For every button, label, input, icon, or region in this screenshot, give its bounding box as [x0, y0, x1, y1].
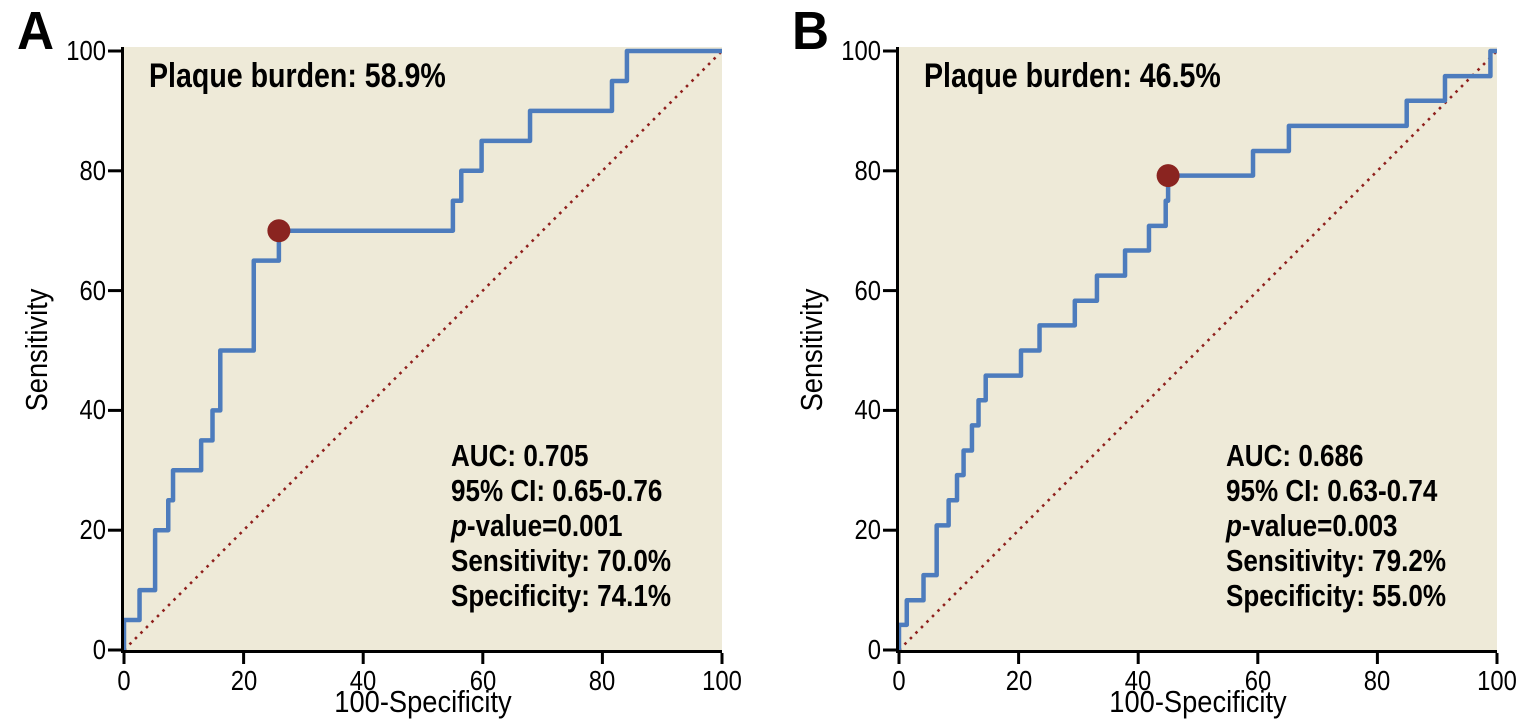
y-tick-label: 0 [92, 634, 106, 665]
roc-chart-a [108, 47, 724, 664]
roc-curve [896, 48, 1497, 650]
panel-letter-a: A [17, 1, 54, 61]
y-tick-label: 80 [79, 154, 106, 186]
stat-auc: AUC: 0.705 [451, 438, 589, 473]
stat-pvalue-italic-p: p [451, 508, 467, 543]
roc-curve [121, 48, 722, 650]
stat-pvalue-rest: -value=0.003 [1241, 508, 1398, 543]
stat-specificity: Specificity: 74.1% [451, 578, 672, 613]
stat-pvalue: p-value=0.003 [1226, 508, 1446, 543]
y-tick-label: 20 [854, 514, 881, 546]
y-axis-title: Sensitivity [19, 288, 54, 412]
y-tick-label: 80 [854, 154, 881, 186]
x-tick-label: 40 [349, 665, 377, 696]
roc-chart-b [883, 47, 1499, 664]
x-tick-label: 0 [117, 665, 131, 696]
stat-ci: 95% CI: 0.65-0.76 [451, 473, 663, 508]
roc-panel-b: B Sensitivity Plaque burden: 46.5% AUC: … [775, 0, 1535, 726]
x-tick-label: 20 [230, 665, 257, 696]
y-tick-label: 60 [854, 274, 881, 306]
y-tick-label: 40 [79, 394, 106, 426]
plot-title: Plaque burden: 46.5% [924, 57, 1221, 95]
chance-diagonal-line [123, 50, 723, 651]
x-axis-title: 100-Specificity [334, 684, 512, 719]
y-tick-label: 100 [66, 35, 106, 66]
stat-sensitivity: Sensitivity: 79.2% [1226, 543, 1447, 578]
x-tick-label: 80 [589, 665, 616, 696]
stats-annotation: AUC: 0.686 95% CI: 0.63-0.74 p-value=0.0… [1226, 438, 1446, 613]
x-tick-label: 100 [1477, 665, 1517, 696]
plot-area: Plaque burden: 46.5% AUC: 0.686 95% CI: … [841, 35, 1517, 696]
x-tick-label: 60 [1244, 665, 1272, 696]
stat-ci: 95% CI: 0.63-0.74 [1226, 473, 1438, 508]
y-tick-label: 20 [79, 514, 106, 546]
x-tick-label: 20 [1005, 665, 1032, 696]
optimal-cutoff-marker [267, 219, 291, 243]
stats-annotation: AUC: 0.705 95% CI: 0.65-0.76 p-value=0.0… [451, 438, 671, 613]
stat-specificity: Specificity: 55.0% [1226, 578, 1447, 613]
plot-area: Plaque burden: 58.9% AUC: 0.705 95% CI: … [66, 35, 742, 696]
chance-diagonal-line [898, 50, 1498, 651]
plot-title: Plaque burden: 58.9% [149, 57, 446, 95]
stat-pvalue-italic-p: p [1226, 508, 1242, 543]
x-tick-label: 80 [1364, 665, 1391, 696]
stat-sensitivity: Sensitivity: 70.0% [451, 543, 672, 578]
stat-pvalue-rest: -value=0.001 [466, 508, 623, 543]
panel-letter-b: B [792, 1, 829, 61]
x-tick-label: 100 [702, 665, 742, 696]
x-axis-title: 100-Specificity [1109, 684, 1287, 719]
y-tick-label: 40 [854, 394, 881, 426]
y-tick-label: 0 [867, 634, 881, 665]
y-tick-label: 60 [79, 274, 106, 306]
x-tick-label: 40 [1124, 665, 1152, 696]
optimal-cutoff-marker [1156, 164, 1180, 188]
roc-panel-a: A Sensitivity Plaque burden: 58.9% AUC: … [0, 0, 760, 726]
y-tick-label: 100 [841, 35, 881, 66]
stat-pvalue: p-value=0.001 [451, 508, 671, 543]
x-tick-label: 0 [892, 665, 906, 696]
y-axis-title: Sensitivity [794, 288, 829, 412]
stat-auc: AUC: 0.686 [1226, 438, 1364, 473]
x-tick-label: 60 [469, 665, 497, 696]
